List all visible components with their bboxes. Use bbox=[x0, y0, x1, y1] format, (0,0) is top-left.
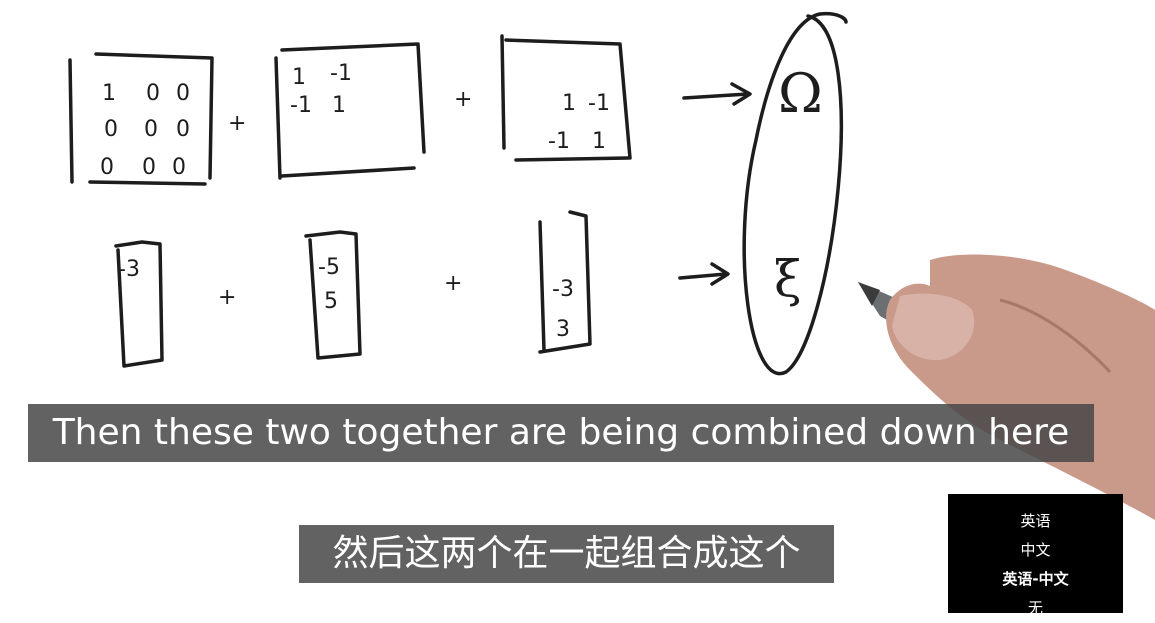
v2-value-1: 5 bbox=[324, 289, 338, 314]
m1-cell-1-2: 0 bbox=[176, 117, 190, 142]
lang-option-none[interactable]: 无 bbox=[1027, 599, 1043, 617]
arrow-to-xi bbox=[678, 262, 730, 286]
matrix-omega-3: 1 -1 -1 1 bbox=[500, 34, 632, 162]
arrow-to-omega bbox=[682, 82, 752, 106]
lang-option-english[interactable]: 英语 bbox=[1020, 512, 1051, 530]
omega-symbol: Ω bbox=[778, 62, 823, 125]
m3-cell-1-0: -1 bbox=[548, 129, 570, 154]
matrix-omega-1: 1 0 0 0 0 0 0 0 0 bbox=[68, 52, 214, 186]
lang-option-english-chinese[interactable]: 英语-中文 bbox=[1002, 570, 1069, 588]
m3-cell-0-1: -1 bbox=[588, 91, 610, 116]
vector-xi-3: -3 3 bbox=[538, 210, 592, 354]
matrix-omega-2: 1 -1 -1 1 bbox=[274, 42, 426, 180]
m2-cell-1-0: -1 bbox=[290, 93, 312, 118]
plus-sign-2: + bbox=[454, 87, 472, 112]
v2-value-0: -5 bbox=[318, 255, 340, 280]
m3-cell-0-0: 1 bbox=[562, 91, 576, 116]
vector-xi-2: -5 5 bbox=[304, 230, 362, 360]
v3-value-1: 3 bbox=[556, 317, 570, 342]
m1-cell-2-0: 0 bbox=[100, 155, 114, 180]
m1-cell-0-1: 0 bbox=[146, 81, 160, 106]
hand-with-pen-image bbox=[858, 254, 1155, 521]
m1-cell-1-0: 0 bbox=[104, 117, 118, 142]
m2-cell-1-1: 1 bbox=[332, 93, 346, 118]
plus-sign-1: + bbox=[228, 111, 246, 136]
v3-value-0: -3 bbox=[552, 277, 574, 302]
v1-value-0: -3 bbox=[118, 257, 140, 282]
m1-cell-0-0: 1 bbox=[102, 81, 116, 106]
xi-symbol: ξ bbox=[774, 250, 802, 308]
plus-sign-4: + bbox=[444, 271, 462, 296]
m1-cell-2-2: 0 bbox=[172, 155, 186, 180]
m3-cell-1-1: 1 bbox=[592, 129, 606, 154]
subtitle-english: Then these two together are being combin… bbox=[28, 404, 1094, 462]
plus-sign-3: + bbox=[218, 285, 236, 310]
m1-cell-1-1: 0 bbox=[144, 117, 158, 142]
lang-option-chinese[interactable]: 中文 bbox=[1020, 541, 1051, 559]
m2-cell-0-0: 1 bbox=[292, 65, 306, 90]
m2-cell-0-1: -1 bbox=[330, 61, 352, 86]
subtitle-chinese: 然后这两个在一起组合成这个 bbox=[299, 525, 834, 583]
m1-cell-2-1: 0 bbox=[142, 155, 156, 180]
m1-cell-0-2: 0 bbox=[176, 81, 190, 106]
combined-ellipse: Ω ξ bbox=[742, 11, 848, 376]
vector-xi-1: -3 bbox=[114, 240, 164, 368]
subtitle-language-menu: 英语 中文 英语-中文 无 bbox=[948, 494, 1123, 617]
